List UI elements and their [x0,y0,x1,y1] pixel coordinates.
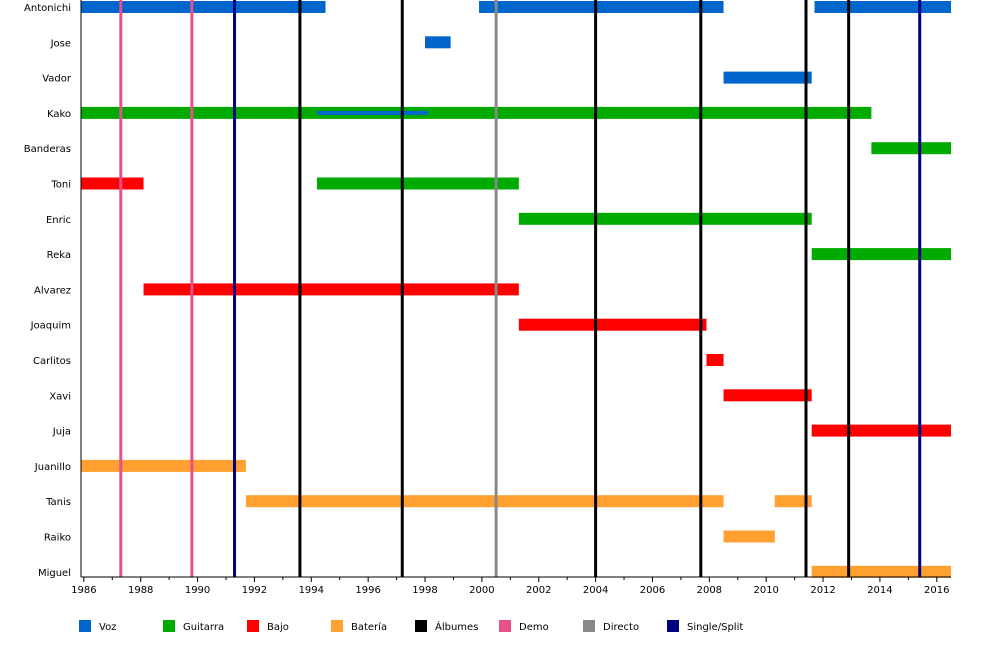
member-label-xavi: Xavi [49,391,71,402]
legend-label-demo: Demo [519,622,549,633]
member-label-reka: Reka [47,250,71,261]
bar-joaquim-bajo-13 [518,318,707,331]
bar-antonichi-voz-0 [81,1,326,13]
bar-kako-guitarra-5 [81,106,872,119]
legend-label-directo: Directo [603,622,639,633]
member-label-tanis: Tanis [45,497,71,508]
bar-antonichi-voz-2 [814,1,951,13]
member-label-joaquim: Joaquim [30,321,71,332]
member-label-jose: Jose [50,38,71,49]
bar-reka-guitarra-11 [811,248,951,261]
member-label-enric: Enric [46,215,71,226]
bar-miguel-bateria-21 [811,565,951,578]
bar-juanillo-bateria-17 [81,459,246,472]
legend-swatch-bajo [247,620,259,632]
legend-label-voz: Voz [99,622,116,633]
bar-tanis-bateria-18 [245,495,724,508]
legend-swatch-albumes [415,620,427,632]
bar-banderas-guitarra-7 [871,142,951,155]
member-label-antonichi: Antonichi [24,3,71,14]
member-label-carlitos: Carlitos [33,356,71,367]
bar-jose-voz-3 [425,36,451,49]
member-label-banderas: Banderas [24,144,71,155]
bar-antonichi-voz-1 [479,1,724,13]
bar-toni-bajo-8 [81,177,144,190]
legend-label-guitarra: Guitarra [183,622,224,633]
membership-bars [81,1,951,578]
x-tick-label-2010: 2010 [753,585,778,596]
bar-alvarez-bajo-12 [143,283,519,296]
x-tick-label-2012: 2012 [810,585,835,596]
bar-vador-voz-4 [723,71,812,84]
legend-swatch-guitarra [163,620,175,632]
member-label-toni: Toni [50,180,71,191]
x-tick-label-2002: 2002 [526,585,551,596]
member-label-miguel: Miguel [38,568,71,579]
release-lines [119,0,922,577]
legend-swatch-single [667,620,679,632]
x-tick-label-1992: 1992 [242,585,267,596]
x-tick-label-1988: 1988 [128,585,153,596]
legend-label-single: Single/Split [687,622,743,633]
x-tick-label-2014: 2014 [867,585,892,596]
bar-raiko-bateria-20 [723,530,775,543]
member-label-kako: Kako [47,109,71,120]
x-tick-label-1994: 1994 [299,585,324,596]
x-tick-label-1986: 1986 [71,585,96,596]
x-tick-label-1996: 1996 [355,585,380,596]
legend-swatch-voz [79,620,91,632]
legend-label-albumes: Álbumes [435,620,478,633]
bar-carlitos-bajo-14 [706,354,724,366]
x-tick-label-2016: 2016 [924,585,949,596]
member-label-juanillo: Juanillo [34,462,71,473]
legend: Voz Guitarra Bajo Batería Álbumes Demo Directo… [79,620,743,633]
legend-label-bajo: Bajo [267,622,289,633]
member-label-raiko: Raiko [44,533,71,544]
member-label-vador: Vador [42,74,72,85]
bar-enric-guitarra-10 [518,212,812,225]
bar-xavi-bajo-15 [723,389,812,402]
x-tick-label-1998: 1998 [412,585,437,596]
member-label-alvarez: Alvarez [34,285,71,296]
x-tick-label-1990: 1990 [185,585,210,596]
x-tick-label-2000: 2000 [469,585,494,596]
member-labels: Antonichi Jose Vador Kako Banderas Toni Enric R… [24,3,72,579]
bar-toni-guitarra-9 [316,177,519,190]
bar-juja-bajo-16 [811,424,951,437]
x-tick-label-2008: 2008 [697,585,722,596]
legend-swatch-bateria [331,620,343,632]
x-tick-label-2006: 2006 [640,585,665,596]
bar-kako-voz-6 [316,110,428,115]
x-axis: 1986 1988 1990 1992 1994 1996 1998 2000 2002 2004… [71,0,951,596]
bar-tanis-bateria-19 [774,495,812,508]
legend-label-bateria: Batería [351,621,387,633]
legend-swatch-demo [499,620,511,632]
legend-swatch-directo [583,620,595,632]
x-tick-label-2004: 2004 [583,585,608,596]
member-label-juja: Juja [52,427,71,438]
